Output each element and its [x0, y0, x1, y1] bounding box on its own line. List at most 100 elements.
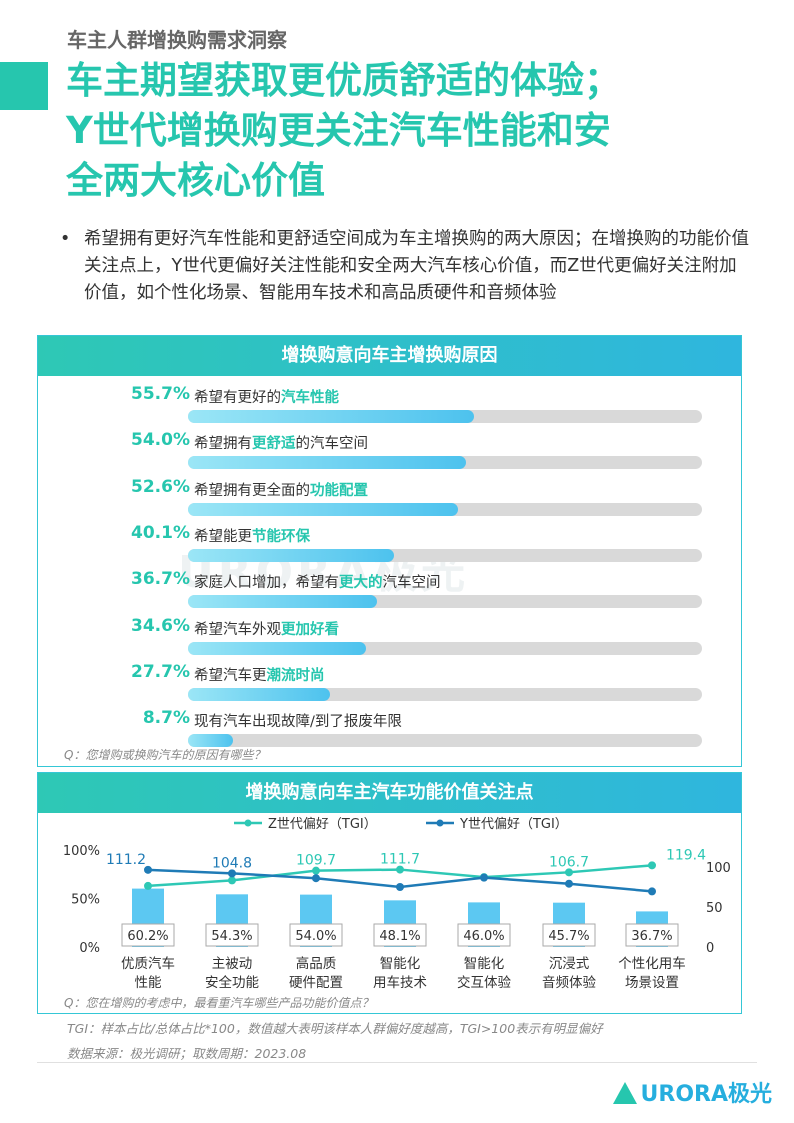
reason-row: 52.6% 希望拥有更全面的功能配置 — [38, 475, 741, 521]
legend-label: Z世代偏好（TGI） — [268, 817, 377, 832]
reason-bar-fill — [188, 734, 233, 748]
category-label: 主被动 — [212, 956, 253, 972]
category-label: 音频体验 — [542, 974, 596, 991]
reason-label-highlight: 汽车性能 — [281, 390, 339, 406]
bar-label: 48.1% — [379, 929, 420, 944]
reason-bar-fill — [188, 548, 395, 562]
category-label: 智能化 — [380, 956, 421, 972]
reasons-panel-title: 增换购意向车主增换购原因 — [38, 336, 741, 376]
reason-label-highlight: 潮流时尚 — [266, 667, 325, 684]
tgi-point — [228, 876, 236, 885]
tgi-annotation: 111.2 — [106, 852, 146, 868]
reason-percent: 55.7% — [131, 384, 190, 404]
bar-label: 54.0% — [295, 929, 336, 944]
category-label: 智能化 — [464, 956, 505, 972]
title-line-1: 车主期望获取更优质舒适的体验； — [66, 59, 621, 102]
bar-label-box — [373, 923, 427, 947]
y-right-tick: 0 — [706, 941, 714, 956]
source-footnote: 数据来源：极光调研；取数周期：2023.08 — [67, 1046, 307, 1061]
tgi-point — [144, 881, 152, 890]
reason-row: 34.6% 希望汽车外观更加好看 — [38, 614, 741, 660]
reason-bar-fill — [188, 410, 475, 423]
reason-label: 希望汽车更潮流时尚 — [194, 664, 325, 685]
reason-label-pre: 希望拥有更全面的 — [194, 482, 310, 499]
reason-label: 希望能更节能环保 — [194, 525, 310, 546]
reason-label: 希望汽车外观更加好看 — [194, 618, 339, 639]
reason-bar-fill — [188, 687, 331, 701]
brand-icon — [612, 1082, 637, 1104]
reason-label-highlight: 节能环保 — [252, 528, 310, 545]
tgi-point — [396, 865, 404, 874]
legend-swatch-marker — [436, 819, 444, 827]
reason-label: 希望拥有更全面的功能配置 — [194, 479, 368, 500]
reason-percent: 54.0% — [131, 430, 190, 451]
tgi-point — [396, 883, 404, 891]
reason-row: 8.7% 现有汽车出现故障/到了报废年限 — [38, 706, 741, 752]
reason-bar-track — [188, 595, 702, 609]
value-points-chart: Z世代偏好（TGI） Y世代偏好（TGI） 100% 50% 0% 100 50 0 111.2… — [63, 817, 731, 991]
bar-label-box — [289, 923, 343, 947]
category-label: 个性化用车 — [618, 955, 686, 972]
tgi-annotation: 111.7 — [380, 852, 420, 868]
bullet-text: 希望拥有更好汽车性能和更舒适空间成为车主增换购的两大原因；在增换购的功能价值关注… — [84, 229, 749, 303]
chart-question: Q：您在增购的考虑中，最看重汽车哪些产品功能价值点？ — [64, 996, 374, 1010]
brand-logo: URORA极光 — [612, 1076, 772, 1108]
bar-label: 36.7% — [631, 929, 672, 944]
chart-panel: 增换购意向车主汽车功能价值关注点 Z世代偏好（TGI） Y世代偏好（TGI） 100… — [37, 772, 742, 1014]
reason-label-highlight: 更舒适 — [252, 436, 296, 453]
tgi-annotation: 109.7 — [296, 853, 336, 869]
reason-label-pre: 希望拥有 — [194, 436, 252, 453]
reason-label-pre: 希望汽车更 — [194, 667, 267, 684]
tgi-point — [228, 869, 236, 878]
bar-label-box — [121, 923, 175, 947]
bullet-dot: • — [60, 229, 71, 249]
summary-bullet: • 希望拥有更好汽车性能和更舒适空间成为车主增换购的两大原因；在增换购的功能价值… — [60, 226, 750, 307]
tgi-annotation: 119.4 — [666, 847, 706, 863]
tgi-point — [648, 887, 656, 896]
tgi-annotation: 104.8 — [212, 855, 252, 871]
category-label: 用车技术 — [373, 974, 427, 991]
tgi-point — [312, 874, 320, 883]
reason-bar-track — [188, 548, 702, 562]
reason-percent: 52.6% — [131, 476, 190, 497]
title-line-2: Y世代增换购更关注汽车性能和安 — [66, 109, 611, 152]
reason-bar-fill — [188, 595, 377, 609]
reason-label: 家庭人口增加，希望有更大的汽车空间 — [194, 571, 441, 592]
category-label: 性能 — [135, 975, 162, 991]
reason-row: 54.0% 希望拥有更舒适的汽车空间 — [38, 428, 741, 474]
bar-label: 54.3% — [211, 929, 252, 944]
tgi-point — [565, 879, 573, 888]
reason-bar-fill — [188, 502, 459, 516]
category-label: 高品质 — [296, 955, 337, 972]
y-right-tick: 100 — [706, 861, 731, 876]
y-right-tick: 50 — [706, 901, 723, 916]
reason-row: 27.7% 希望汽车更潮流时尚 — [38, 660, 741, 706]
chart-panel-title: 增换购意向车主汽车功能价值关注点 — [38, 773, 741, 813]
reason-label: 现有汽车出现故障/到了报废年限 — [194, 710, 402, 731]
tgi-annotation: 106.7 — [549, 854, 589, 870]
reason-label-pre: 家庭人口增加，希望有 — [194, 575, 339, 592]
reason-bar-track — [188, 502, 702, 516]
reason-percent: 27.7% — [131, 661, 190, 682]
category-label: 安全功能 — [205, 974, 259, 991]
reason-label-pre: 希望汽车外观 — [194, 621, 281, 638]
category-label: 交互体验 — [457, 974, 511, 991]
reason-label: 希望拥有更舒适的汽车空间 — [194, 432, 368, 453]
y-left-tick: 0% — [79, 941, 100, 956]
reason-row: 55.7% 希望有更好的汽车性能 — [38, 382, 741, 428]
category-label: 场景设置 — [625, 975, 679, 991]
reason-row: 36.7% 家庭人口增加，希望有更大的汽车空间 — [38, 567, 741, 613]
reason-label-pre: 现有汽车出现故障/到了报废年限 — [194, 714, 402, 731]
title-line-3: 全两大核心价值 — [66, 159, 325, 202]
reasons-panel: 增换购意向车主增换购原因 URORA极光 55.7% 希望有更好的汽车性能 54.0… — [37, 335, 742, 767]
reason-label-highlight: 更大的 — [339, 575, 383, 592]
page-title: 车主期望获取更优质舒适的体验； Y世代增换购更关注汽车性能和安 全两大核心价值 — [66, 56, 756, 206]
brand-text: URORA极光 — [640, 1082, 772, 1107]
category-label: 优质汽车 — [121, 955, 175, 972]
y-left-tick: 100% — [63, 844, 100, 859]
bar-label-box — [542, 923, 596, 947]
bar-label: 45.7% — [548, 929, 589, 944]
tgi-point — [565, 868, 573, 877]
y-left-tick: 50% — [71, 893, 100, 908]
accent-bar — [0, 62, 48, 110]
